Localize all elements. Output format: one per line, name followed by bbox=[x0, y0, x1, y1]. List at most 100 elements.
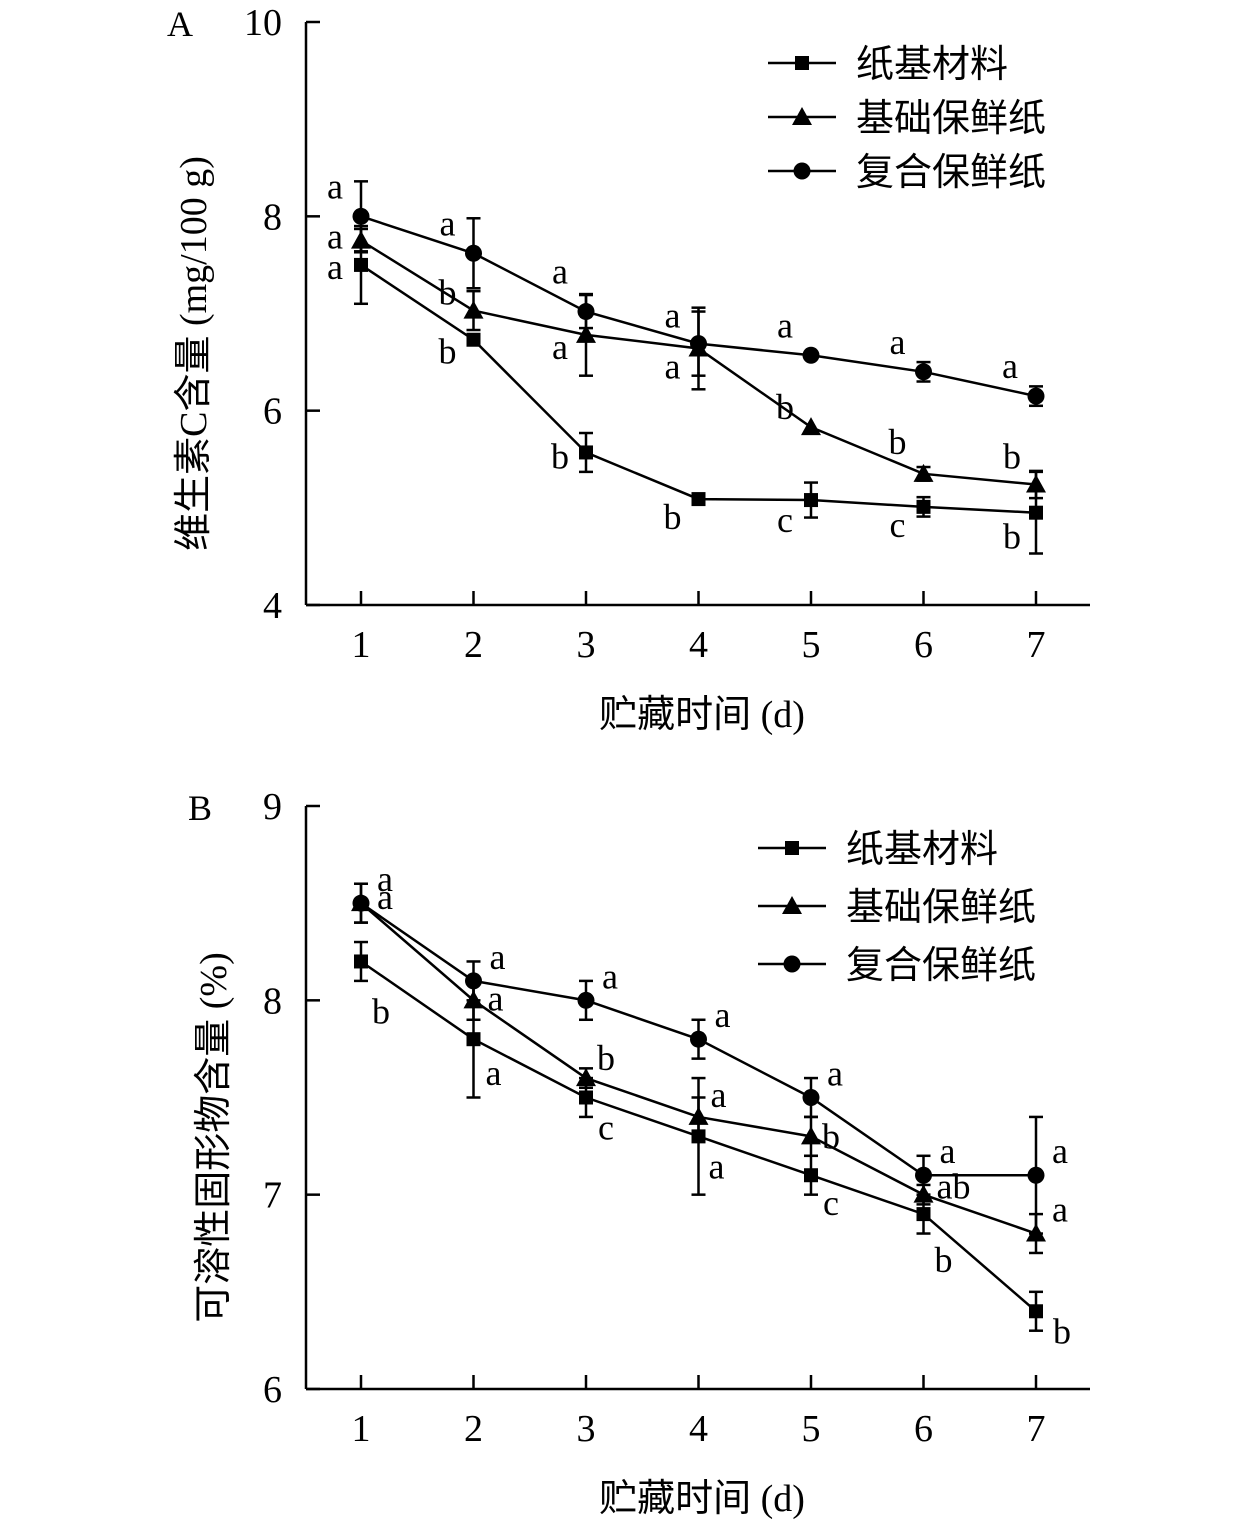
data-point-square bbox=[691, 492, 706, 507]
y-tick-label: 8 bbox=[263, 980, 282, 1022]
significance-letter: a bbox=[665, 296, 681, 336]
x-tick-label: 2 bbox=[464, 1408, 483, 1450]
significance-letter: b bbox=[889, 422, 907, 462]
data-point-square bbox=[354, 954, 368, 969]
significance-letter: b bbox=[439, 332, 457, 372]
x-tick-label: 7 bbox=[1027, 1408, 1046, 1450]
significance-letter: c bbox=[890, 505, 906, 545]
data-point-circle bbox=[352, 207, 370, 225]
data-point-triangle bbox=[688, 1106, 709, 1125]
data-point-circle bbox=[352, 894, 370, 912]
significance-letter: b bbox=[1003, 517, 1021, 557]
x-tick-label: 5 bbox=[802, 1408, 821, 1450]
legend-label: 纸基材料 bbox=[856, 44, 1008, 86]
y-tick-label: 8 bbox=[263, 196, 282, 238]
data-point-triangle bbox=[801, 1126, 821, 1145]
data-point-circle bbox=[915, 1166, 932, 1184]
data-point-circle bbox=[802, 346, 820, 364]
significance-letter: a bbox=[488, 978, 504, 1018]
data-point-triangle bbox=[576, 1068, 596, 1087]
significance-letter: a bbox=[665, 346, 681, 386]
significance-letter: a bbox=[827, 1054, 843, 1094]
data-point-square bbox=[354, 257, 368, 272]
significance-letter: ab bbox=[937, 1167, 971, 1207]
significance-letter: a bbox=[777, 305, 793, 345]
data-point-triangle bbox=[1026, 474, 1046, 493]
legend-label: 复合保鲜纸 bbox=[846, 945, 1036, 987]
x-tick-label: 6 bbox=[914, 1408, 933, 1450]
y-tick-label: 7 bbox=[263, 1175, 282, 1217]
significance-letter: c bbox=[598, 1108, 614, 1148]
x-tick-label: 5 bbox=[802, 624, 821, 666]
x-tick-label: 3 bbox=[577, 1408, 596, 1450]
series-triangle: aba abb b bbox=[327, 217, 1046, 500]
significance-letter: b bbox=[776, 387, 794, 427]
y-tick-label: 6 bbox=[263, 391, 282, 433]
y-tick-label: 10 bbox=[244, 2, 282, 44]
significance-letter: b bbox=[439, 273, 457, 313]
significance-letter: a bbox=[940, 1131, 956, 1171]
significance-letter: a bbox=[327, 166, 343, 206]
significance-letter: a bbox=[709, 1146, 725, 1186]
data-point-circle bbox=[690, 335, 707, 353]
x-axis-label: 贮藏时间 (d) bbox=[599, 1478, 805, 1520]
x-tick-label: 6 bbox=[914, 624, 933, 666]
significance-letter: c bbox=[823, 1183, 839, 1223]
data-point-square bbox=[579, 445, 593, 460]
data-point-square bbox=[804, 493, 818, 508]
significance-letter: a bbox=[890, 322, 906, 362]
data-point-circle bbox=[1027, 1166, 1045, 1184]
legend-marker-circle bbox=[783, 955, 801, 973]
panel-label: A bbox=[167, 4, 193, 44]
x-tick-label: 2 bbox=[464, 624, 483, 666]
legend-marker-circle bbox=[793, 162, 811, 180]
x-tick-label: 4 bbox=[689, 624, 708, 666]
x-tick-label: 3 bbox=[577, 624, 596, 666]
significance-letter: b bbox=[597, 1038, 615, 1078]
data-point-circle bbox=[1027, 387, 1045, 405]
legend-label: 纸基材料 bbox=[846, 829, 998, 871]
data-point-circle bbox=[690, 1030, 707, 1048]
data-point-square bbox=[466, 1032, 481, 1047]
x-axis-label: 贮藏时间 (d) bbox=[599, 694, 805, 736]
legend-marker-triangle bbox=[792, 107, 812, 125]
significance-letter: b bbox=[1003, 437, 1021, 477]
significance-letter: b bbox=[372, 991, 390, 1031]
significance-letter: a bbox=[602, 956, 618, 996]
significance-letter: a bbox=[1002, 346, 1018, 386]
y-axis-label: 可溶性固形物含量 (%) bbox=[193, 952, 235, 1322]
legend-marker-square bbox=[795, 56, 809, 70]
x-tick-label: 7 bbox=[1027, 624, 1046, 666]
y-tick-label: 9 bbox=[263, 786, 282, 828]
data-point-square bbox=[1029, 505, 1043, 520]
x-tick-label: 4 bbox=[689, 1408, 708, 1450]
significance-letter: a bbox=[711, 1075, 727, 1115]
legend-label: 复合保鲜纸 bbox=[856, 152, 1046, 194]
data-point-square bbox=[916, 1207, 931, 1222]
data-point-circle bbox=[577, 303, 595, 321]
legend-marker-square bbox=[785, 841, 799, 855]
data-point-square bbox=[916, 499, 931, 514]
significance-letter: a bbox=[327, 217, 343, 257]
data-point-circle bbox=[465, 972, 482, 990]
data-point-square bbox=[1029, 1304, 1043, 1319]
significance-letter: b bbox=[664, 497, 682, 537]
x-tick-label: 1 bbox=[352, 624, 371, 666]
significance-letter: b bbox=[551, 436, 569, 476]
data-point-square bbox=[804, 1168, 818, 1183]
significance-letter: a bbox=[377, 877, 393, 917]
y-tick-label: 6 bbox=[263, 1369, 282, 1411]
significance-letter: b bbox=[935, 1240, 953, 1280]
legend-label: 基础保鲜纸 bbox=[856, 98, 1046, 140]
x-tick-label: 1 bbox=[352, 1408, 371, 1450]
data-point-square bbox=[579, 1090, 593, 1105]
significance-letter: a bbox=[1052, 1131, 1068, 1171]
